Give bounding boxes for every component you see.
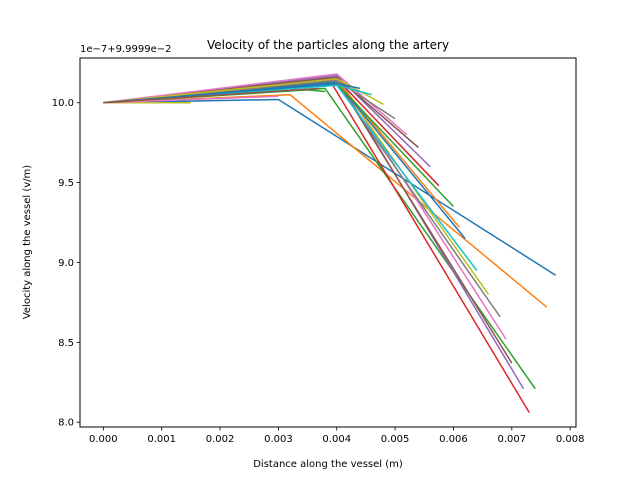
series-line-17 (103, 73, 408, 136)
series-line-1 (103, 98, 557, 276)
series-layer (103, 73, 557, 413)
y-tick-label: 8.0 (58, 418, 74, 429)
plot-frame (79, 57, 577, 428)
series-line-24 (103, 95, 279, 104)
series-line-21 (103, 82, 361, 104)
y-tick-label: 9.5 (58, 178, 74, 189)
plot-area (80, 58, 576, 427)
y-axis-label: Velocity along the vessel (v/m) (22, 165, 33, 319)
x-tick-label: 0.000 (89, 434, 118, 445)
x-tick-label: 0.008 (556, 434, 585, 445)
x-tick-label: 0.001 (147, 434, 176, 445)
x-axis-ticks: 0.000 0.001 0.002 0.003 0.004 0.005 0.006 0.007… (89, 427, 584, 445)
series-line-19 (103, 78, 384, 105)
x-tick-label: 0.006 (439, 434, 468, 445)
series-line-25 (103, 87, 320, 104)
x-tick-label: 0.003 (264, 434, 293, 445)
y-tick-label: 8.5 (58, 338, 74, 349)
x-tick-label: 0.007 (497, 434, 526, 445)
axes-layer (79, 57, 577, 428)
x-tick-label: 0.005 (381, 434, 410, 445)
x-tick-label: 0.002 (206, 434, 235, 445)
y-offset-label: 1e−7+9.9999e−2 (80, 44, 172, 55)
chart-title: Velocity of the particles along the arte… (207, 38, 449, 52)
x-axis-label: Distance along the vessel (m) (253, 459, 403, 470)
y-tick-label: 9.0 (58, 258, 74, 269)
y-axis-ticks: 8.0 8.5 9.0 9.5 10.0 (52, 98, 80, 429)
x-tick-label: 0.004 (322, 434, 351, 445)
y-tick-label: 10.0 (52, 98, 74, 109)
